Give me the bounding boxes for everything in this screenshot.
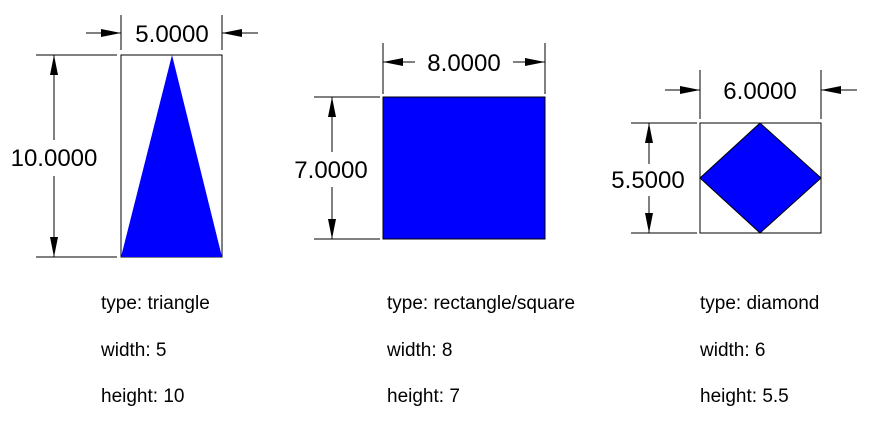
rectangle-width-dimension: 8.0000 xyxy=(383,43,545,94)
rectangle-group: 8.0000 7.0000 type: rectangle/square wid… xyxy=(294,43,575,407)
rectangle-shape xyxy=(383,97,545,239)
triangle-group: 5.0000 10.0000 type: triangle width: 5 h… xyxy=(11,15,258,407)
arrowhead-icon xyxy=(50,55,58,75)
arrowhead-icon xyxy=(680,86,700,94)
diamond-height-dimension: 5.5000 xyxy=(611,123,697,233)
triangle-height-dimension: 10.0000 xyxy=(11,55,117,257)
diamond-width-text: width: 6 xyxy=(699,340,765,361)
triangle-height-label: 10.0000 xyxy=(11,145,98,172)
triangle-height-text: height: 10 xyxy=(101,386,184,407)
arrowhead-icon xyxy=(328,97,336,117)
arrowhead-icon xyxy=(328,219,336,239)
diamond-height-label: 5.5000 xyxy=(611,167,684,194)
arrowhead-icon xyxy=(645,213,653,233)
rectangle-width-label: 8.0000 xyxy=(427,50,500,77)
diamond-type-text: type: diamond xyxy=(700,293,819,314)
arrowhead-icon xyxy=(222,29,242,37)
diamond-width-dimension: 6.0000 xyxy=(665,70,857,119)
rectangle-height-dimension: 7.0000 xyxy=(294,97,380,239)
triangle-width-label: 5.0000 xyxy=(135,21,208,48)
diamond-width-label: 6.0000 xyxy=(723,78,796,105)
arrowhead-icon xyxy=(50,237,58,257)
rectangle-height-text: height: 7 xyxy=(387,386,460,407)
rectangle-height-label: 7.0000 xyxy=(294,157,367,184)
arrowhead-icon xyxy=(525,58,545,66)
rectangle-type-text: type: rectangle/square xyxy=(387,293,575,314)
arrowhead-icon xyxy=(645,123,653,143)
triangle-width-dimension: 5.0000 xyxy=(86,15,258,50)
diamond-height-text: height: 5.5 xyxy=(700,386,789,407)
triangle-width-text: width: 5 xyxy=(100,340,166,361)
diamond-group: 6.0000 5.5000 type: diamond width: 6 hei… xyxy=(611,70,857,407)
arrowhead-icon xyxy=(383,58,403,66)
arrowhead-icon xyxy=(821,86,841,94)
arrowhead-icon xyxy=(101,29,121,37)
diamond-shape xyxy=(700,123,821,233)
triangle-shape xyxy=(121,55,222,257)
triangle-type-text: type: triangle xyxy=(101,293,210,314)
rectangle-width-text: width: 8 xyxy=(386,340,452,361)
